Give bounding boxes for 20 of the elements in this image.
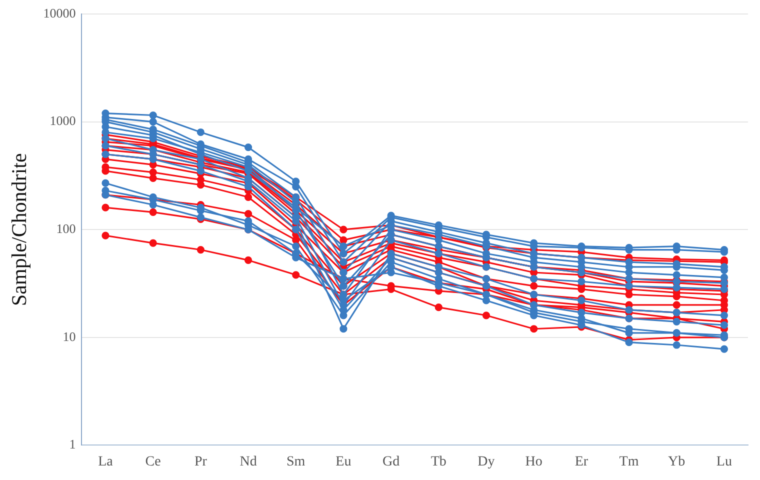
x-tick-label: Tb — [430, 454, 446, 470]
y-tick-label: 1000 — [50, 113, 76, 128]
x-tick-label: Er — [574, 454, 588, 470]
x-tick-label: Pr — [194, 454, 208, 470]
x-tick-label: Gd — [382, 454, 400, 470]
x-tick-label: Lu — [716, 454, 732, 470]
x-tick-label: Eu — [336, 454, 352, 470]
x-tick-label: Dy — [478, 454, 495, 470]
x-tick-label: Yb — [668, 454, 686, 470]
x-tick-label: La — [98, 454, 114, 470]
x-tick-label: Tm — [619, 454, 639, 470]
x-tick-label: Ce — [145, 454, 161, 470]
x-tick-label: Sm — [286, 454, 306, 470]
y-tick-label: 1 — [69, 436, 76, 452]
x-tick-label: Nd — [240, 454, 257, 470]
y-tick-label: 10 — [62, 328, 76, 344]
y-tick-label: 100 — [56, 221, 76, 236]
x-tick-label: Ho — [525, 454, 542, 470]
y-axis-title: Sample/Chondrite — [7, 153, 32, 306]
y-tick-label: 10000 — [43, 5, 76, 20]
